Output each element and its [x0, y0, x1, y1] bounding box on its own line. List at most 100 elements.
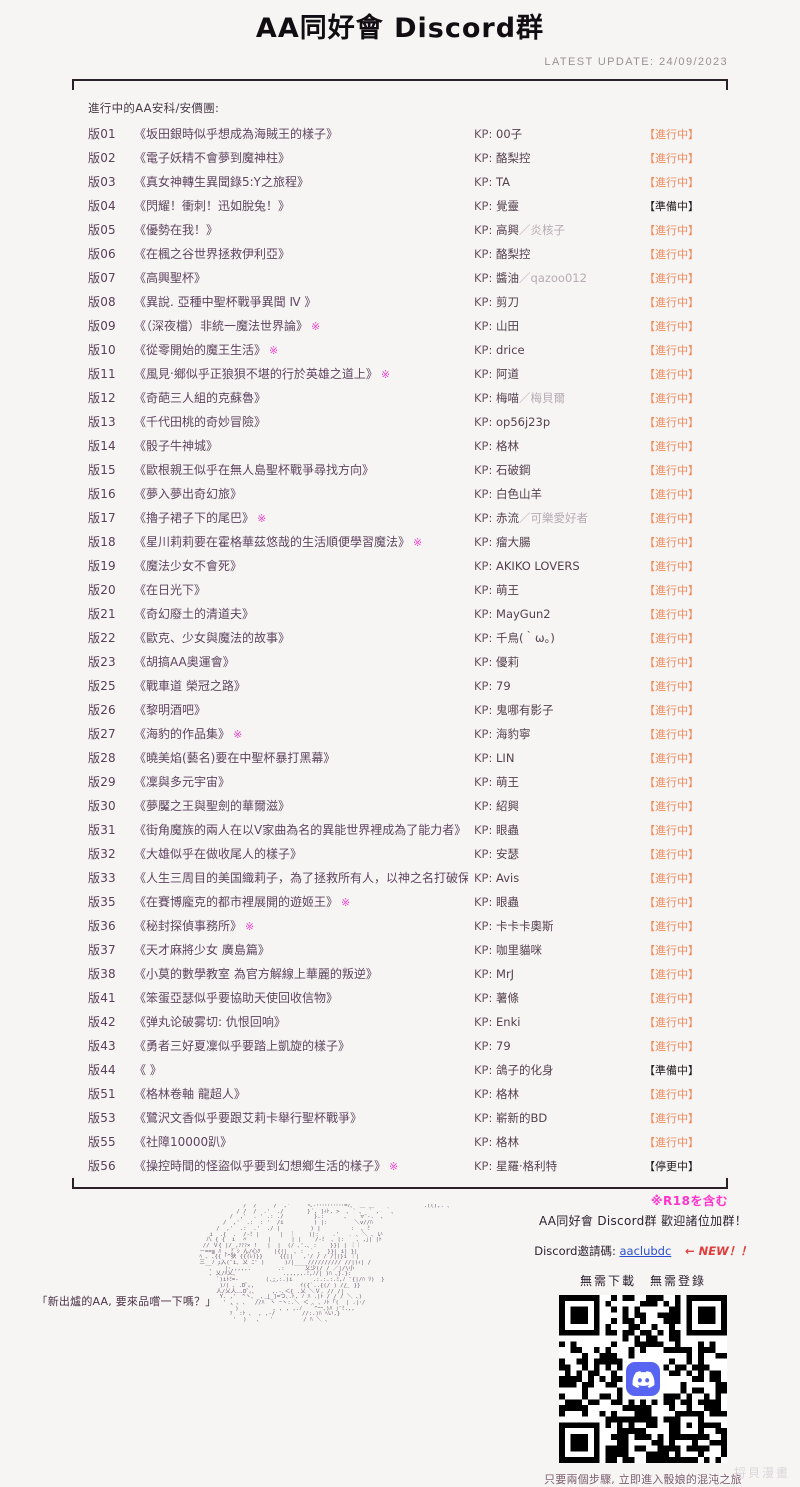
row-title[interactable]: 《胡搞AA奧運會》 [134, 653, 468, 670]
table-row[interactable]: 版33 《人生三周目的美国織莉子，為了拯救所有人，以神之名打破保密法》 KP: Av… [88, 869, 716, 893]
row-title[interactable]: 《夢入夢出奇幻旅》 [134, 485, 468, 502]
row-title[interactable]: 《歐根親王似乎在無人島聖杯戰爭尋找方向》 [134, 461, 468, 478]
table-row[interactable]: 版43 《勇者三好夏凜似乎要踏上凱旋的樣子》 KP: 79 【進行中】 [88, 1037, 716, 1061]
table-row[interactable]: 版12 《奇葩三人組的克蘇魯》 KP: 梅喵／梅貝爾 【進行中】 [88, 389, 716, 413]
row-title[interactable]: 《閃耀！衝刺！迅如脫兔！》 [134, 197, 468, 214]
row-title-text: 《弹丸论破雾切: 仇恨回响》 [134, 1015, 286, 1029]
row-title[interactable]: 《笨蛋亞瑟似乎要協助天使回收信物》 [134, 989, 468, 1006]
table-row[interactable]: 版02 《電子妖精不會夢到魔神柱》 KP: 酪梨控 【進行中】 [88, 149, 716, 173]
row-title[interactable]: 《秘封探偵事務所》 ※ [134, 917, 468, 934]
table-row[interactable]: 版36 《秘封探偵事務所》 ※ KP: 卡卡卡奧斯 【進行中】 [88, 917, 716, 941]
table-row[interactable]: 版37 《天才麻將少女 廣島篇》 KP: 咖里貓咪 【進行中】 [88, 941, 716, 965]
row-title[interactable]: 《凜與多元宇宙》 [134, 773, 468, 790]
table-row[interactable]: 版31 《街角魔族的兩人在以V家曲為名的異能世界裡成為了能力者》 KP: 眼蟲 【進行… [88, 821, 716, 845]
table-row[interactable]: 版38 《小莫的數學教室 為官方解線上華麗的叛逆》 KP: MrJ 【進行中】 [88, 965, 716, 989]
invite-code-link[interactable]: aaclubdc [619, 1244, 672, 1258]
row-title-text: 《天才麻將少女 廣島篇》 [134, 943, 270, 957]
table-row[interactable]: 版07 《高興聖杯》 KP: 醬油／qazoo012 【進行中】 [88, 269, 716, 293]
table-row[interactable]: 版23 《胡搞AA奧運會》 KP: 優莉 【進行中】 [88, 653, 716, 677]
row-title[interactable]: 《電子妖精不會夢到魔神柱》 [134, 149, 468, 166]
row-title[interactable]: 《黎明酒吧》 [134, 701, 468, 718]
row-title[interactable]: 《小莫的數學教室 為官方解線上華麗的叛逆》 [134, 965, 468, 982]
row-title[interactable]: 《人生三周目的美国織莉子，為了拯救所有人，以神之名打破保密法》 [134, 869, 468, 886]
row-title[interactable]: 《高興聖杯》 [134, 269, 468, 286]
row-title[interactable]: 《海豹的作品集》 ※ [134, 725, 468, 742]
row-title[interactable]: 《曉美焰(藝名)要在中聖杯暴打黑幕》 [134, 749, 468, 766]
row-title[interactable]: 《風見‧鄉似乎正狼狽不堪的行於英雄之道上》 ※ [134, 365, 468, 382]
row-title[interactable]: 《操控時間的怪盜似乎要到幻想鄉生活的樣子》 ※ [134, 1157, 468, 1174]
table-row[interactable]: 版04 《閃耀！衝刺！迅如脫兔！》 KP: 覺靈 【準備中】 [88, 197, 716, 221]
table-row[interactable]: 版16 《夢入夢出奇幻旅》 KP: 白色山羊 【進行中】 [88, 485, 716, 509]
table-row[interactable]: 版55 《社障10000趴》 KP: 格林 【進行中】 [88, 1133, 716, 1157]
row-title[interactable]: 《千代田桃的奇妙冒險》 [134, 413, 468, 430]
row-title[interactable]: 《勇者三好夏凜似乎要踏上凱旋的樣子》 [134, 1037, 468, 1054]
row-title[interactable]: 《骰子牛神城》 [134, 437, 468, 454]
table-row[interactable]: 版30 《夢魘之王與聖劍的華爾滋》 KP: 紹興 【進行中】 [88, 797, 716, 821]
row-title[interactable]: 《街角魔族的兩人在以V家曲為名的異能世界裡成為了能力者》 [134, 821, 468, 838]
row-title[interactable]: 《歐克、少女與魔法的故事》 [134, 629, 468, 646]
table-row[interactable]: 版06 《在楓之谷世界拯救伊利亞》 KP: 酪梨控 【進行中】 [88, 245, 716, 269]
table-row[interactable]: 版18 《星川莉莉要在霍格華茲悠哉的生活順便學習魔法》 ※ KP: 瘤大腸 【進行中】 [88, 533, 716, 557]
row-title[interactable]: 《星川莉莉要在霍格華茲悠哉的生活順便學習魔法》 ※ [134, 533, 468, 550]
table-row[interactable]: 版56 《操控時間的怪盜似乎要到幻想鄉生活的樣子》 ※ KP: 星羅‧格利特 【停更中】 [88, 1157, 716, 1181]
row-title[interactable]: 《夢魘之王與聖劍的華爾滋》 [134, 797, 468, 814]
table-row[interactable]: 版10 《從零開始的魔王生活》 ※ KP: drice 【進行中】 [88, 341, 716, 365]
table-row[interactable]: 版41 《笨蛋亞瑟似乎要協助天使回收信物》 KP: 薯條 【進行中】 [88, 989, 716, 1013]
row-title[interactable]: 《從零開始的魔王生活》 ※ [134, 341, 468, 358]
row-title[interactable]: 《坂田銀時似乎想成為海賊王的樣子》 [134, 125, 468, 142]
row-title[interactable]: 《真女神轉生異聞錄5:Y之旅程》 [134, 173, 468, 190]
keeper-name: 星羅‧格利特 [496, 1159, 558, 1173]
table-row[interactable]: 版26 《黎明酒吧》 KP: 鬼哪有影子 【進行中】 [88, 701, 716, 725]
row-title[interactable]: 《魔法少女不會死》 [134, 557, 468, 574]
keeper-name: 格林 [496, 1135, 520, 1149]
table-row[interactable]: 版15 《歐根親王似乎在無人島聖杯戰爭尋找方向》 KP: 石破鋼 【進行中】 [88, 461, 716, 485]
table-row[interactable]: 版05 《優勢在我！》 KP: 高興／炎核子 【進行中】 [88, 221, 716, 245]
table-row[interactable]: 版51 《格林卷軸 龍超人》 KP: 格林 【進行中】 [88, 1085, 716, 1109]
table-row[interactable]: 版53 《鷺沢文香似乎要跟艾莉卡舉行聖杯戰爭》 KP: 嶄新的BD 【進行中】 [88, 1109, 716, 1133]
table-row[interactable]: 版08 《異說. 亞種中聖杯戰爭異聞 Ⅳ 》 KP: 剪刀 【進行中】 [88, 293, 716, 317]
row-title[interactable]: 《奇幻廢土的清道夫》 [134, 605, 468, 622]
table-row[interactable]: 版03 《真女神轉生異聞錄5:Y之旅程》 KP: TA 【進行中】 [88, 173, 716, 197]
table-row[interactable]: 版29 《凜與多元宇宙》 KP: 萌王 【進行中】 [88, 773, 716, 797]
row-title[interactable]: 《在賽博龐克的都市裡展開的遊姬王》 ※ [134, 893, 468, 910]
table-row[interactable]: 版35 《在賽博龐克的都市裡展開的遊姬王》 ※ KP: 眼蟲 【進行中】 [88, 893, 716, 917]
table-row[interactable]: 版20 《在日光下》 KP: 萌王 【進行中】 [88, 581, 716, 605]
row-title[interactable]: 《弹丸论破雾切: 仇恨回响》 [134, 1013, 468, 1030]
table-row[interactable]: 版28 《曉美焰(藝名)要在中聖杯暴打黑幕》 KP: LIN 【進行中】 [88, 749, 716, 773]
table-row[interactable]: 版22 《歐克、少女與魔法的故事》 KP: 千鳥(｀ω｡) 【進行中】 [88, 629, 716, 653]
row-title[interactable]: 《擼子裙子下的尾巴》 ※ [134, 509, 468, 526]
table-row[interactable]: 版11 《風見‧鄉似乎正狼狽不堪的行於英雄之道上》 ※ KP: 阿道 【進行中】 [88, 365, 716, 389]
promo-tagline: 只要兩個步驟, 立即進入骰娘的混沌之旅 [544, 1473, 742, 1486]
row-title[interactable]: 《天才麻將少女 廣島篇》 [134, 941, 468, 958]
table-row[interactable]: 版19 《魔法少女不會死》 KP: AKIKO LOVERS 【進行中】 [88, 557, 716, 581]
row-title[interactable]: 《大雄似乎在做收尾人的樣子》 [134, 845, 468, 862]
row-keeper: KP: 鬼哪有影子 [474, 702, 644, 718]
table-row[interactable]: 版21 《奇幻廢土的清道夫》 KP: MayGun2 【進行中】 [88, 605, 716, 629]
table-row[interactable]: 版01 《坂田銀時似乎想成為海賊王的樣子》 KP: 00子 【進行中】 [88, 125, 716, 149]
keeper-name: 眼蟲 [496, 895, 520, 909]
row-title[interactable]: 《戰車道 榮冠之路》 [134, 677, 468, 694]
table-row[interactable]: 版17 《擼子裙子下的尾巴》 ※ KP: 赤流／可樂愛好者 【進行中】 [88, 509, 716, 533]
row-title[interactable]: 《奇葩三人組的克蘇魯》 [134, 389, 468, 406]
row-title[interactable]: 《異說. 亞種中聖杯戰爭異聞 Ⅳ 》 [134, 293, 468, 310]
table-row[interactable]: 版09 《（深夜檔）非統一魔法世界論》 ※ KP: 山田 【進行中】 [88, 317, 716, 341]
row-title[interactable]: 《鷺沢文香似乎要跟艾莉卡舉行聖杯戰爭》 [134, 1109, 468, 1126]
table-row[interactable]: 版13 《千代田桃的奇妙冒險》 KP: op56j23p 【進行中】 [88, 413, 716, 437]
qr-code[interactable] [559, 1295, 727, 1463]
row-title[interactable]: 《（深夜檔）非統一魔法世界論》 ※ [134, 317, 468, 334]
table-row[interactable]: 版25 《戰車道 榮冠之路》 KP: 79 【進行中】 [88, 677, 716, 701]
row-title[interactable]: 《格林卷軸 龍超人》 [134, 1085, 468, 1102]
row-keeper: KP: Avis [474, 871, 644, 885]
row-title[interactable]: 《社障10000趴》 [134, 1133, 468, 1150]
row-title[interactable]: 《 》 [134, 1061, 468, 1078]
row-title[interactable]: 《在日光下》 [134, 581, 468, 598]
table-row[interactable]: 版44 《 》 KP: 鴿子的化身 【準備中】 [88, 1061, 716, 1085]
table-row[interactable]: 版42 《弹丸论破雾切: 仇恨回响》 KP: Enki 【進行中】 [88, 1013, 716, 1037]
row-title[interactable]: 《在楓之谷世界拯救伊利亞》 [134, 245, 468, 262]
promo-invite-line: Discord邀請碼: aaclubdc ← NEW！！ [498, 1243, 788, 1259]
qr-code-block[interactable] [559, 1295, 727, 1463]
table-row[interactable]: 版32 《大雄似乎在做收尾人的樣子》 KP: 安瑟 【進行中】 [88, 845, 716, 869]
row-title[interactable]: 《優勢在我！》 [134, 221, 468, 238]
table-row[interactable]: 版14 《骰子牛神城》 KP: 格林 【進行中】 [88, 437, 716, 461]
table-row[interactable]: 版27 《海豹的作品集》 ※ KP: 海豹寧 【進行中】 [88, 725, 716, 749]
